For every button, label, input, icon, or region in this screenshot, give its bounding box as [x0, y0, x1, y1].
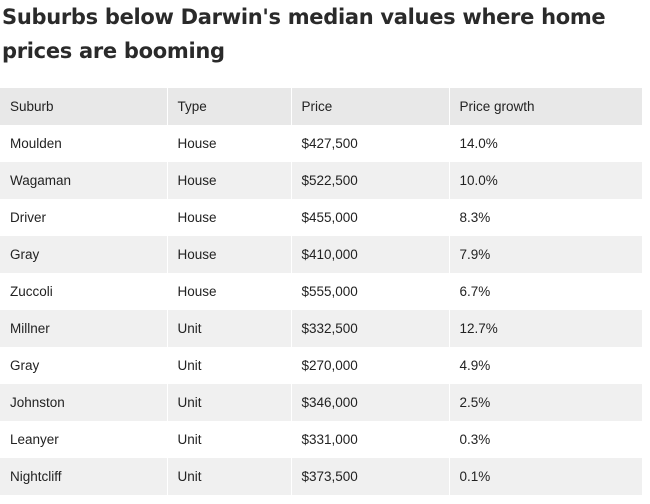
header-row: Suburb Type Price Price growth	[0, 88, 642, 125]
cell-price: $332,500	[291, 310, 450, 347]
header-suburb: Suburb	[0, 88, 168, 125]
cell-price-growth: 10.0%	[449, 162, 642, 199]
table-row: Leanyer Unit $331,000 0.3%	[0, 421, 642, 458]
cell-suburb: Johnston	[0, 384, 168, 421]
cell-type: Unit	[167, 458, 292, 495]
table-body: Moulden House $427,500 14.0% Wagaman Hou…	[0, 125, 642, 495]
cell-suburb: Gray	[0, 347, 168, 384]
cell-price-growth: 6.7%	[449, 273, 642, 310]
table-row: Zuccoli House $555,000 6.7%	[0, 273, 642, 310]
cell-price-growth: 12.7%	[449, 310, 642, 347]
table-row: Gray Unit $270,000 4.9%	[0, 347, 642, 384]
cell-price-growth: 0.1%	[449, 458, 642, 495]
table-row: Moulden House $427,500 14.0%	[0, 125, 642, 162]
cell-price: $346,000	[291, 384, 450, 421]
cell-type: Unit	[167, 310, 292, 347]
cell-type: Unit	[167, 421, 292, 458]
cell-suburb: Nightcliff	[0, 458, 168, 495]
cell-price-growth: 0.3%	[449, 421, 642, 458]
cell-suburb: Leanyer	[0, 421, 168, 458]
cell-type: House	[167, 273, 292, 310]
table-row: Nightcliff Unit $373,500 0.1%	[0, 458, 642, 495]
table-row: Wagaman House $522,500 10.0%	[0, 162, 642, 199]
table-row: Gray House $410,000 7.9%	[0, 236, 642, 273]
cell-type: House	[167, 199, 292, 236]
cell-price-growth: 8.3%	[449, 199, 642, 236]
cell-price-growth: 7.9%	[449, 236, 642, 273]
cell-price-growth: 4.9%	[449, 347, 642, 384]
cell-price: $555,000	[291, 273, 450, 310]
cell-suburb: Gray	[0, 236, 168, 273]
table-header: Suburb Type Price Price growth	[0, 88, 642, 125]
header-price-growth: Price growth	[449, 88, 642, 125]
header-price: Price	[291, 88, 450, 125]
cell-type: House	[167, 125, 292, 162]
cell-type: Unit	[167, 347, 292, 384]
cell-price: $427,500	[291, 125, 450, 162]
cell-type: House	[167, 162, 292, 199]
cell-price: $331,000	[291, 421, 450, 458]
cell-type: Unit	[167, 384, 292, 421]
cell-suburb: Zuccoli	[0, 273, 168, 310]
table-row: Johnston Unit $346,000 2.5%	[0, 384, 642, 421]
header-type: Type	[167, 88, 292, 125]
cell-suburb: Moulden	[0, 125, 168, 162]
cell-price: $270,000	[291, 347, 450, 384]
cell-suburb: Millner	[0, 310, 168, 347]
cell-suburb: Driver	[0, 199, 168, 236]
cell-price-growth: 14.0%	[449, 125, 642, 162]
cell-price-growth: 2.5%	[449, 384, 642, 421]
cell-price: $410,000	[291, 236, 450, 273]
table-row: Driver House $455,000 8.3%	[0, 199, 642, 236]
page-title: Suburbs below Darwin's median values whe…	[2, 5, 606, 63]
cell-price: $455,000	[291, 199, 450, 236]
cell-price: $373,500	[291, 458, 450, 495]
data-table: Suburb Type Price Price growth Moulden H…	[0, 88, 642, 495]
cell-price: $522,500	[291, 162, 450, 199]
cell-suburb: Wagaman	[0, 162, 168, 199]
table-row: Millner Unit $332,500 12.7%	[0, 310, 642, 347]
cell-type: House	[167, 236, 292, 273]
